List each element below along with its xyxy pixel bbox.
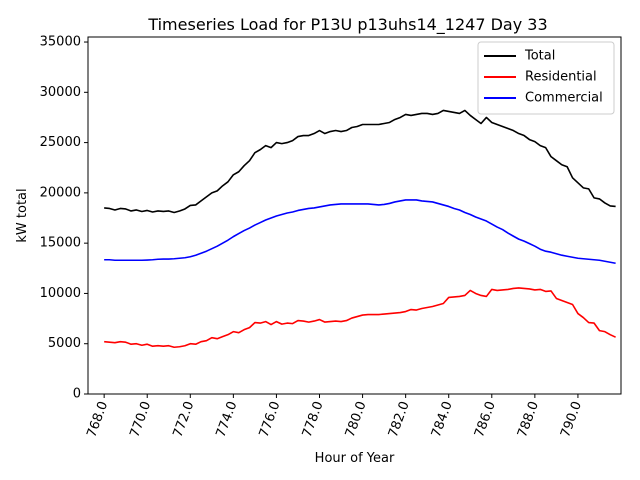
y-axis-label: kW total — [15, 188, 30, 242]
x-tick-label: 776.0 — [257, 399, 284, 439]
y-tick-label: 30000 — [40, 85, 81, 100]
y-tick-label: 15000 — [40, 236, 81, 251]
y-tick-label: 5000 — [48, 336, 81, 351]
x-tick-label: 788.0 — [515, 399, 542, 439]
series-lines — [104, 109, 616, 349]
series-line-commercial — [104, 199, 616, 265]
y-tick-label: 20000 — [40, 185, 81, 200]
x-tick-label: 782.0 — [386, 399, 413, 439]
legend: Total Residential Commercial — [477, 41, 615, 115]
legend-box — [477, 41, 615, 115]
x-tick-label: 784.0 — [429, 399, 456, 439]
legend-label-commercial: Commercial — [525, 91, 603, 106]
y-tick-label: 35000 — [40, 35, 81, 50]
x-tick-label: 790.0 — [558, 399, 585, 439]
x-axis: 768.0 770.0 772.0 774.0 776.0 778.0 780.0 782.0… — [84, 394, 585, 440]
y-axis: 0 5000 10000 15000 20000 25000 30000 35000 — [40, 35, 88, 402]
x-tick-label: 772.0 — [171, 399, 198, 439]
x-tick-label: 778.0 — [300, 399, 327, 439]
y-tick-label: 10000 — [40, 286, 81, 301]
axes-frame — [87, 36, 622, 395]
x-tick-label: 786.0 — [472, 399, 499, 439]
series-line-total — [104, 109, 616, 214]
chart-title: Timeseries Load for P13U p13uhs14_1247 D… — [147, 15, 547, 35]
x-tick-label: 770.0 — [127, 399, 154, 439]
y-tick-label: 0 — [73, 387, 81, 402]
x-axis-label: Hour of Year — [315, 451, 395, 466]
x-tick-label: 774.0 — [214, 399, 241, 439]
x-tick-label: 768.0 — [84, 399, 111, 439]
x-tick-label: 780.0 — [343, 399, 370, 439]
series-line-residential — [104, 287, 616, 349]
y-tick-label: 25000 — [40, 135, 81, 150]
legend-label-residential: Residential — [525, 70, 597, 85]
legend-label-total: Total — [524, 49, 555, 64]
